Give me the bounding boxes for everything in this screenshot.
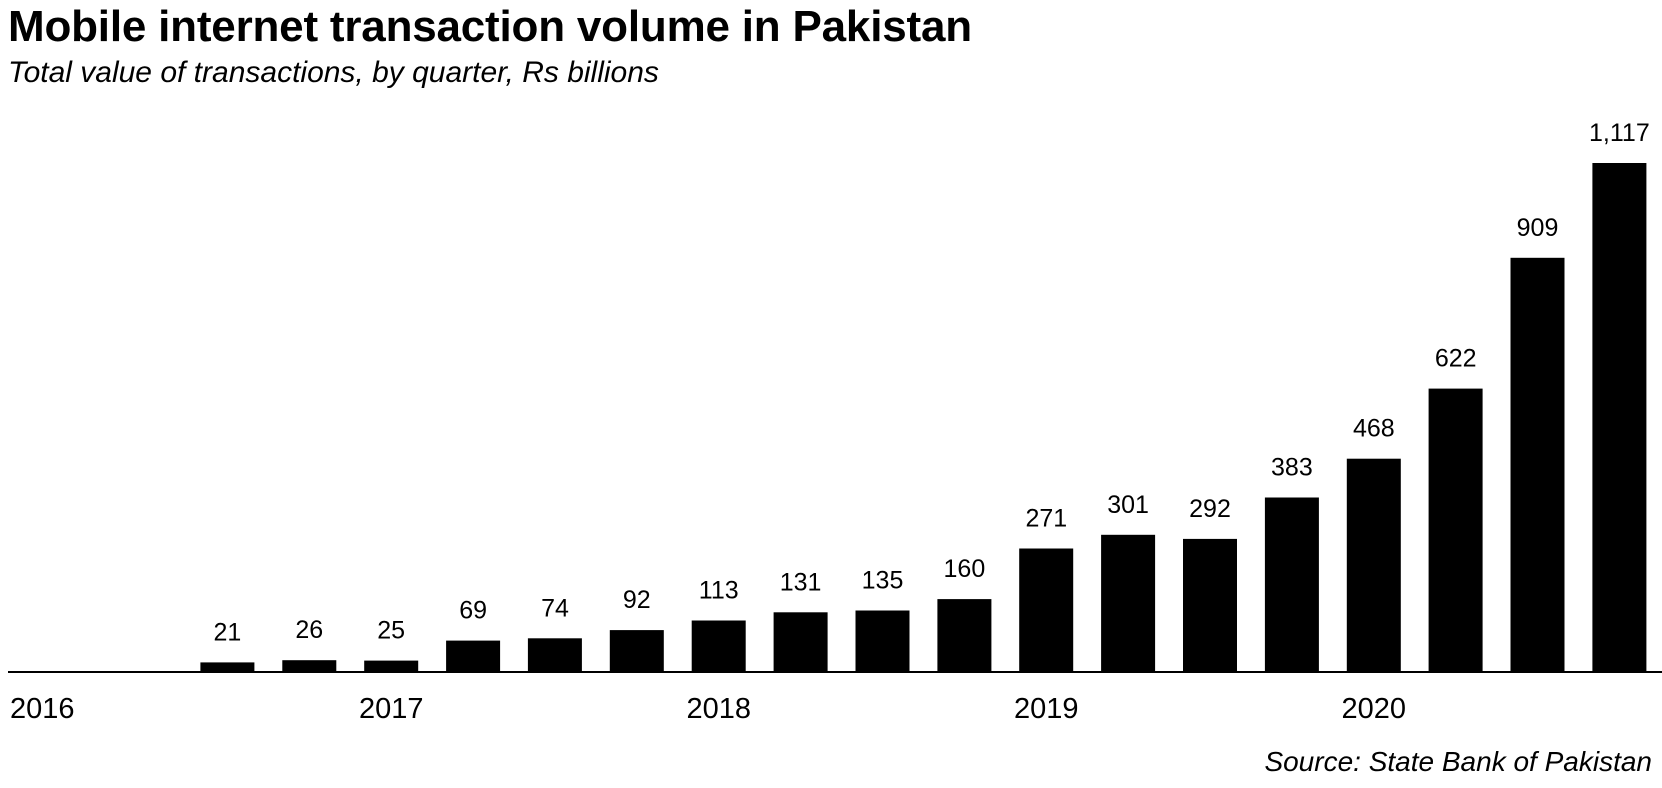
bar xyxy=(855,610,910,672)
bar xyxy=(937,599,992,672)
bar xyxy=(1592,163,1647,672)
bar-series xyxy=(200,163,1647,672)
bar xyxy=(1510,257,1565,672)
bar xyxy=(1019,548,1074,672)
bar-value-label: 383 xyxy=(1271,454,1313,482)
bar xyxy=(200,662,255,672)
bar xyxy=(1101,534,1156,672)
bar-value-label: 26 xyxy=(295,616,323,644)
bar-value-label: 468 xyxy=(1353,415,1395,443)
chart-subtitle: Total value of transactions, by quarter,… xyxy=(8,56,659,89)
value-labels: 21 26 25 69 74 92 113 131 135 160 271 301 292 383 468 6… xyxy=(213,119,1649,646)
bar xyxy=(773,612,828,672)
bar xyxy=(364,660,419,672)
bar-value-label: 909 xyxy=(1517,214,1559,242)
x-tick-label: 2016 xyxy=(10,693,75,725)
bar xyxy=(1346,458,1401,672)
bar-value-label: 113 xyxy=(699,577,739,605)
x-tick-label: 2018 xyxy=(686,693,751,725)
x-tick-label: 2020 xyxy=(1342,693,1407,725)
source-note: Source: State Bank of Pakistan xyxy=(1264,746,1652,777)
bar-value-label: 74 xyxy=(541,594,569,622)
bar-value-label: 131 xyxy=(780,568,822,596)
bar-value-label: 271 xyxy=(1025,505,1067,533)
bar-value-label: 69 xyxy=(459,597,487,625)
x-axis-tick-labels: 2016 2017 2018 2019 2020 xyxy=(10,693,1406,725)
x-tick-label: 2019 xyxy=(1014,693,1079,725)
bar-value-label: 301 xyxy=(1107,491,1149,519)
bar xyxy=(446,640,501,672)
bar-value-label: 292 xyxy=(1189,495,1231,523)
bar-value-label: 160 xyxy=(944,555,986,583)
chart-title: Mobile internet transaction volume in Pa… xyxy=(8,2,972,51)
bar-value-label: 92 xyxy=(623,586,651,614)
bar xyxy=(609,630,664,672)
bar-value-label: 622 xyxy=(1435,345,1477,373)
bar xyxy=(691,620,746,672)
bar-value-label: 1,117 xyxy=(1589,119,1650,147)
bar-value-label: 25 xyxy=(377,617,405,645)
bar xyxy=(527,638,582,672)
bar-value-label: 21 xyxy=(213,618,241,646)
bar xyxy=(1428,388,1483,672)
bar xyxy=(1183,538,1237,672)
x-tick-label: 2017 xyxy=(359,693,424,725)
bar xyxy=(1264,497,1319,672)
bar xyxy=(282,660,337,672)
bar-value-label: 135 xyxy=(862,567,904,595)
